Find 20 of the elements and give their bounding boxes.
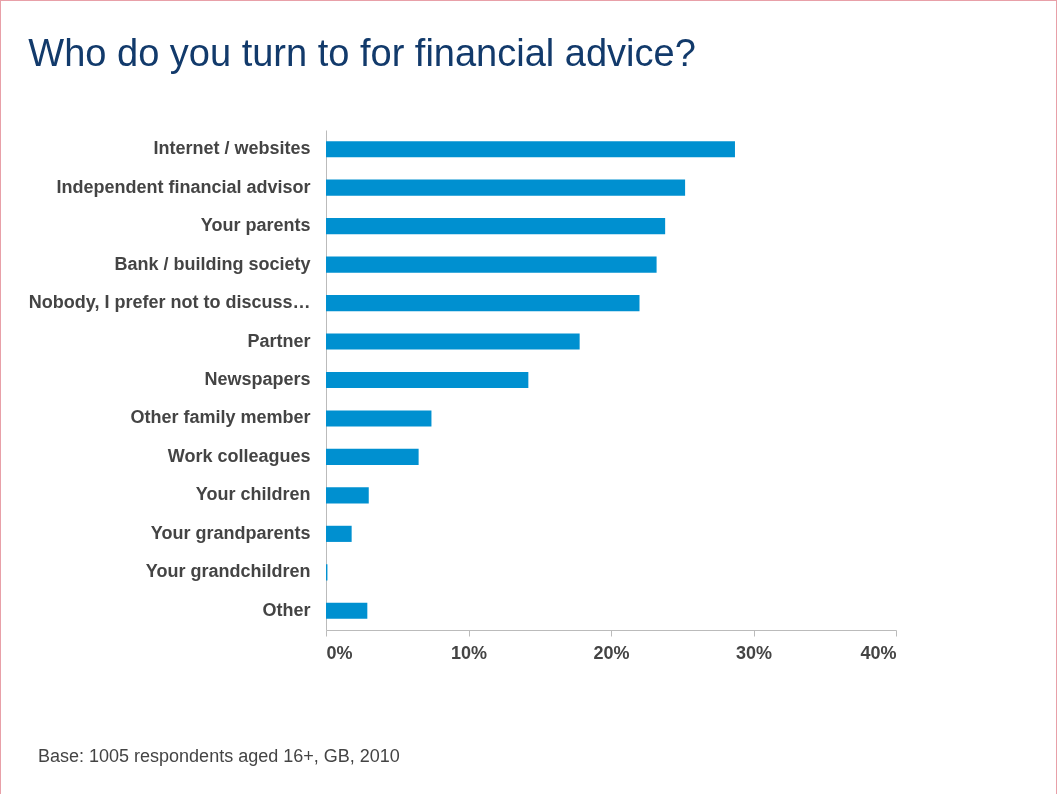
y-tick-label: Partner [247, 330, 311, 351]
x-tick-label: 30% [735, 642, 773, 663]
x-tick-label: 0% [326, 642, 353, 663]
x-tick-label: 20% [593, 642, 630, 663]
y-tick-label: Other family member [130, 407, 311, 428]
x-tick-label: 40% [860, 642, 897, 663]
y-tick-label: Nobody, I prefer not to discuss… [28, 292, 311, 313]
y-tick-label: Your parents [200, 215, 311, 236]
chart-title: Who do you turn to for financial advice? [28, 32, 696, 74]
y-tick-label: Your grandparents [150, 522, 311, 543]
x-tick-label: 10% [450, 642, 488, 663]
y-tick-label: Other [262, 599, 311, 620]
y-tick-label: Your grandchildren [145, 561, 311, 582]
text: Base: 1005 respondents aged 16+, GB, 2010 [38, 745, 400, 768]
y-tick-label: Internet / websites [153, 138, 311, 159]
y-tick-label: Newspapers [204, 369, 311, 389]
y-tick-label: Independent financial advisor [56, 176, 311, 197]
y-tick-label: Bank / building society [114, 253, 311, 274]
y-tick-label: Your children [195, 484, 311, 505]
y-tick-label: Work colleagues [167, 445, 311, 466]
